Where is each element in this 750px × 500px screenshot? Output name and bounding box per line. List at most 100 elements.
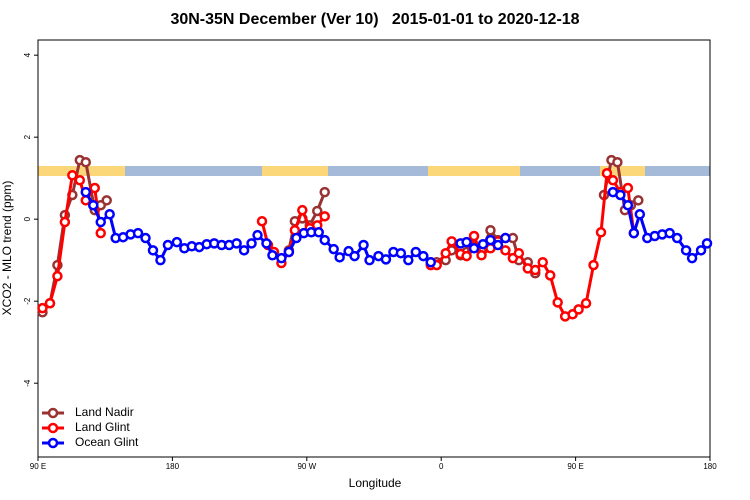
land-band (428, 166, 520, 176)
data-point (80, 156, 92, 168)
series-line (41, 171, 636, 318)
x-tick-label: 180 (166, 462, 180, 471)
data-point (132, 227, 144, 239)
data-point (410, 246, 422, 258)
land-band (262, 166, 328, 176)
data-point (686, 252, 698, 264)
data-point (633, 195, 644, 206)
data-point (544, 270, 556, 281)
legend-marker (47, 437, 59, 449)
data-point (67, 170, 78, 181)
land-ocean-band (38, 166, 710, 176)
data-point (155, 254, 166, 266)
data-point (634, 209, 646, 220)
data-point (147, 245, 159, 256)
data-point (319, 234, 330, 246)
data-point (101, 195, 112, 206)
data-point (246, 238, 257, 249)
x-axis-label: Longitude (349, 476, 402, 490)
land-band (600, 166, 645, 176)
y-tick-label: 2 (23, 134, 32, 139)
x-tick-label: 90 E (30, 462, 46, 471)
data-point (256, 215, 268, 227)
data-point (595, 227, 607, 238)
data-point (500, 232, 511, 244)
data-point (425, 256, 436, 268)
data-point (680, 245, 692, 256)
data-point (319, 186, 330, 198)
y-axis-label: XCO2 - MLO trend (ppm) (0, 181, 14, 316)
data-point (395, 247, 407, 259)
data-point (580, 297, 592, 309)
data-point (468, 230, 480, 242)
data-point (334, 252, 345, 263)
plot-frame (37, 39, 711, 458)
data-point (485, 234, 496, 246)
data-point (95, 227, 106, 239)
data-point (477, 238, 489, 250)
data-point (231, 238, 242, 249)
data-point (615, 189, 626, 201)
data-point (59, 216, 71, 228)
data-point (701, 238, 713, 249)
data-point (552, 297, 563, 308)
data-point (364, 254, 375, 266)
data-point (252, 229, 263, 241)
data-point (476, 250, 487, 261)
data-point (380, 254, 392, 265)
data-point (140, 232, 151, 244)
data-point (74, 174, 86, 186)
data-point (664, 227, 675, 239)
data-point (530, 264, 541, 276)
data-point (297, 204, 308, 216)
data-point (37, 302, 48, 314)
data-point (104, 209, 115, 220)
data-point (622, 182, 634, 194)
data-point (171, 236, 183, 248)
data-point (95, 216, 106, 228)
data-point (88, 199, 99, 211)
data-point (500, 245, 511, 256)
x-tick-label: 90 E (567, 462, 583, 471)
y-tick-label: 4 (23, 52, 32, 57)
data-point (44, 297, 56, 309)
x-tick-label: 0 (439, 462, 444, 471)
data-point (312, 205, 323, 217)
data-point (283, 246, 295, 258)
data-point (313, 227, 324, 238)
data-point (492, 239, 504, 251)
data-point (612, 156, 623, 168)
data-point (622, 199, 634, 211)
data-point (238, 245, 250, 256)
data-point (291, 232, 302, 244)
data-point (601, 168, 613, 179)
data-point (403, 254, 414, 266)
data-point (328, 243, 339, 255)
data-point (446, 236, 457, 247)
y-tick-label: -4 (23, 379, 32, 387)
data-point (628, 227, 640, 239)
data-point (513, 247, 525, 259)
data-point (162, 239, 174, 251)
legend-label: Land Nadir (75, 405, 134, 419)
data-point (358, 239, 369, 251)
data-point (440, 247, 451, 259)
data-point (461, 236, 472, 248)
data-point (573, 304, 584, 315)
y-tick-label: -2 (23, 297, 32, 305)
data-point (537, 256, 548, 268)
data-point (319, 211, 330, 222)
x-tick-label: 180 (703, 462, 717, 471)
data-point (267, 250, 278, 261)
data-point (80, 186, 92, 198)
data-point (485, 225, 496, 236)
data-point (52, 270, 63, 282)
data-point (349, 250, 360, 262)
data-point (461, 250, 472, 262)
data-point (276, 252, 287, 264)
legend-label: Land Glint (75, 420, 130, 434)
data-point (261, 238, 272, 249)
data-point (671, 232, 683, 244)
legend-marker (47, 407, 59, 419)
